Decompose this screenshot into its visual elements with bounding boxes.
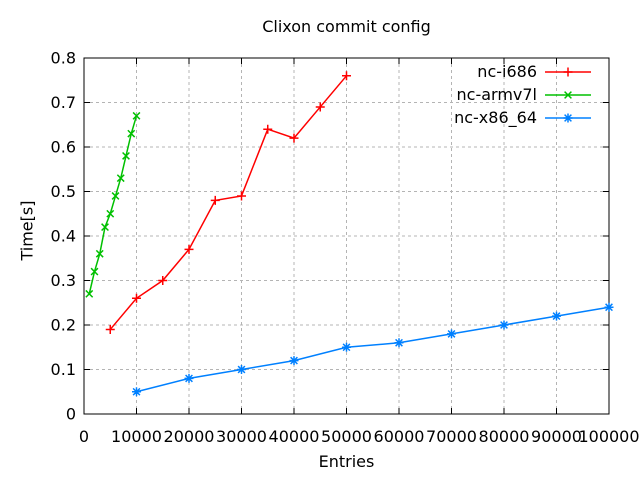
legend: nc-i686 nc-armv7l nc-x86_64	[454, 60, 591, 129]
y-tick-label: 0.5	[51, 182, 76, 201]
legend-label-nc-armv7l: nc-armv7l	[456, 85, 538, 104]
legend-line-sample-plus-icon	[545, 67, 591, 76]
y-tick-label: 0.1	[51, 360, 76, 379]
y-tick-label: 0.2	[51, 316, 76, 335]
legend-line-sample-cross-icon	[545, 90, 591, 99]
x-tick-label: 20000	[164, 427, 215, 446]
series-nc-armv7l-line	[88, 115, 138, 295]
chart-title: Clixon commit config	[262, 17, 431, 36]
x-tick-label: 80000	[479, 427, 530, 446]
x-tick-label: 70000	[426, 427, 477, 446]
x-tick-label: 40000	[269, 427, 320, 446]
y-tick-label: 0	[66, 405, 76, 424]
x-tick-label: 10000	[111, 427, 162, 446]
series-nc-x86_64-markers	[132, 302, 614, 397]
x-axis-label: Entries	[318, 452, 375, 471]
x-tick-label: 90000	[531, 427, 582, 446]
y-tick-label: 0.8	[51, 49, 76, 68]
series-nc-x86_64-line	[136, 306, 610, 393]
legend-item-nc-armv7l: nc-armv7l	[454, 83, 591, 106]
y-tick-label: 0.3	[51, 271, 76, 290]
y-tick-label: 0.7	[51, 93, 76, 112]
series-nc-i686-line	[109, 75, 348, 330]
legend-label-nc-x86_64: nc-x86_64	[454, 108, 537, 127]
legend-sample-marker-cross-icon	[564, 90, 572, 99]
legend-line-sample-asterisk-icon	[545, 113, 591, 122]
legend-sample-marker-asterisk-icon	[563, 113, 573, 122]
x-tick-label: 30000	[216, 427, 267, 446]
y-tick-label: 0.4	[51, 227, 76, 246]
x-tick-label: 60000	[374, 427, 425, 446]
y-tick-label: 0.6	[51, 138, 76, 157]
x-tick-label: 0	[79, 427, 89, 446]
x-tick-label: 100000	[578, 427, 639, 446]
series-nc-i686-markers	[105, 71, 351, 334]
x-tick-label: 50000	[321, 427, 372, 446]
legend-sample-marker-plus-icon	[563, 67, 573, 76]
legend-label-nc-i686: nc-i686	[477, 62, 537, 81]
legend-item-nc-x86_64: nc-x86_64	[454, 106, 591, 129]
series-nc-armv7l-markers	[85, 111, 141, 298]
legend-item-nc-i686: nc-i686	[454, 60, 591, 83]
